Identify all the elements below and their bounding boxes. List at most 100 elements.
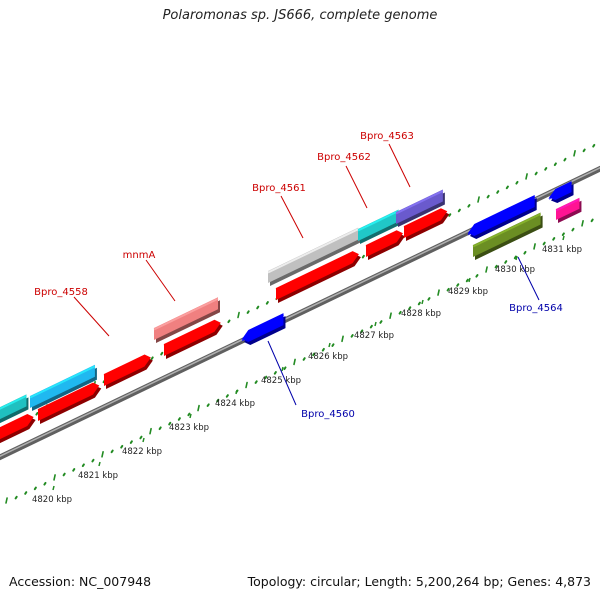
page-title: Polaromonas sp. JS666, complete genome [162, 8, 438, 23]
outer-track-tick [592, 143, 596, 148]
kbp-label: 4820 kbp [32, 495, 72, 505]
cog-reverse-2-face[interactable] [556, 197, 580, 220]
inner-track-tick [465, 278, 469, 283]
cog-forward-6-face[interactable] [396, 189, 443, 224]
outer-track-tick [496, 190, 500, 194]
cds-forward-7-face[interactable] [404, 208, 448, 238]
kbp-label: 4831 kbp [542, 245, 582, 255]
outer-track-tick [467, 204, 471, 208]
leader-line-mnma [145, 259, 176, 302]
inner-track-tick [120, 444, 124, 449]
cog-reverse-1-face[interactable] [473, 212, 541, 257]
inner-track-tick [216, 398, 220, 403]
inner-track-tick [590, 218, 594, 223]
cds-forward-4[interactable] [163, 319, 223, 359]
inner-track-tick [53, 474, 56, 481]
outer-track-tick [246, 310, 250, 314]
kbp-label: 4822 kbp [122, 447, 162, 457]
cds-forward-2-face[interactable] [38, 382, 100, 421]
cds-forward-7-highlight [403, 208, 442, 229]
inner-track-tick [456, 283, 460, 287]
cds-forward-1-face[interactable] [0, 413, 34, 442]
kbp-label: 4824 kbp [215, 399, 255, 409]
inner-track-tick [254, 380, 258, 384]
cds-forward-6-face[interactable] [366, 230, 403, 257]
inner-track-tick [91, 458, 95, 463]
inner-tick-track [5, 218, 594, 504]
kbp-label: 4821 kbp [78, 471, 118, 481]
outer-track-tick [361, 254, 365, 259]
inner-track-tick [504, 260, 508, 264]
kbp-label: 4823 kbp [169, 423, 209, 433]
outer-track-tick [477, 196, 480, 203]
outer-track-tick [35, 411, 39, 416]
cds-reverse-3[interactable] [548, 181, 574, 203]
inner-track-tick [398, 310, 402, 315]
cds-forward-1[interactable] [0, 413, 36, 445]
cds-forward-5-highlight [275, 251, 354, 291]
inner-track-tick [245, 381, 248, 389]
kbp-label-group: 4820 kbp 4821 kbp 4822 kbp 4823 kbp 4824 kbp… [32, 235, 582, 505]
cds-forward-4-face[interactable] [164, 319, 221, 356]
outer-track-tick [448, 213, 452, 217]
cds-forward-2[interactable] [37, 382, 102, 424]
cog-forward-5[interactable] [357, 209, 401, 244]
cog-reverse-2[interactable] [555, 197, 582, 223]
outer-track-tick [525, 173, 528, 180]
inner-track-tick [427, 297, 431, 301]
outer-track-tick [150, 356, 154, 361]
leader-line-bpro-4564 [517, 256, 540, 301]
cds-forward-1-highlight [0, 414, 28, 430]
kbp-label: 4826 kbp [308, 352, 348, 362]
cds-forward-5-face[interactable] [276, 251, 359, 300]
outer-track-tick [237, 311, 240, 319]
kbp-major-tick [562, 235, 565, 241]
cds-reverse-1[interactable] [241, 313, 286, 345]
cds-forward-6-highlight [365, 230, 398, 248]
kbp-major-tick [421, 299, 424, 305]
cog-forward-1[interactable] [0, 394, 29, 425]
inner-track-tick [312, 352, 316, 357]
inner-track-tick [293, 358, 296, 366]
cds-forward-5[interactable] [275, 251, 361, 303]
inner-track-tick [581, 220, 584, 227]
cog-forward-6[interactable] [395, 189, 445, 227]
cds-forward-6[interactable] [365, 230, 405, 260]
kbp-label: 4827 kbp [354, 331, 394, 341]
inner-track-tick [177, 417, 181, 421]
cds-forward-3[interactable] [103, 354, 153, 389]
outer-track-tick [563, 157, 567, 162]
cog-reverse-1[interactable] [472, 212, 543, 260]
cds-forward-7[interactable] [403, 208, 450, 241]
leader-line-bpro-4563 [388, 143, 411, 188]
inner-track-tick [389, 312, 392, 320]
cog-forward-2-face[interactable] [30, 364, 95, 408]
cds-forward-3-face[interactable] [104, 354, 151, 386]
cog-forward-3-face[interactable] [154, 297, 218, 340]
kbp-label: 4825 kbp [261, 376, 301, 386]
kbp-major-tick [98, 461, 101, 467]
inner-track-tick [225, 394, 229, 398]
outer-track-tick [534, 171, 538, 176]
leader-line-bpro-4560 [267, 340, 297, 406]
inner-track-tick [369, 324, 373, 329]
cog-forward-4[interactable] [267, 227, 361, 286]
inner-track-tick [437, 289, 440, 296]
cds-forward-3-highlight [103, 355, 145, 377]
kbp-label: 4829 kbp [448, 287, 488, 297]
kbp-major-tick [374, 321, 377, 327]
inner-track-tick [475, 274, 479, 278]
cog-forward-1-face[interactable] [0, 394, 27, 422]
cog-forward-3[interactable] [153, 297, 220, 343]
cog-forward-4-face[interactable] [268, 227, 359, 283]
inner-track-tick [14, 495, 18, 500]
cog-forward-2[interactable] [29, 364, 97, 411]
inner-track-tick [62, 472, 66, 477]
inner-track-tick [341, 335, 344, 343]
inner-track-tick [321, 347, 325, 352]
cds-reverse-2[interactable] [467, 194, 537, 239]
cog-forward-6-highlight [395, 190, 444, 215]
cog-forward-5-face[interactable] [358, 209, 399, 241]
kbp-major-tick [52, 485, 55, 491]
